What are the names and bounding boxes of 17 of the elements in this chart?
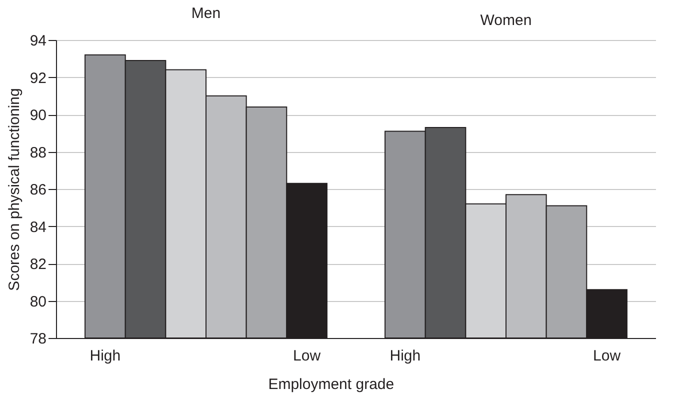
y-tick-label: 82 [30,256,46,273]
y-tick-label: 88 [30,144,46,162]
y-tick-label: 80 [30,293,46,310]
x-tick-label: Low [293,348,321,364]
x-tick-label: High [90,348,121,364]
chart-title: Women [480,12,532,29]
y-tick-label: 84 [30,218,46,236]
y-tick-label: 94 [30,32,46,50]
y-tick-label: 78 [30,330,46,348]
chart-title: Men [191,5,221,22]
x-tick-label: Low [593,348,621,364]
y-tick-label: 92 [30,70,46,87]
y-tick-label: 90 [30,107,46,124]
y-axis-title: Scores on physical functioning [6,88,23,291]
x-axis-title: Employment grade [268,376,394,393]
y-tick-label: 86 [30,182,46,198]
x-tick-label: High [390,348,421,364]
